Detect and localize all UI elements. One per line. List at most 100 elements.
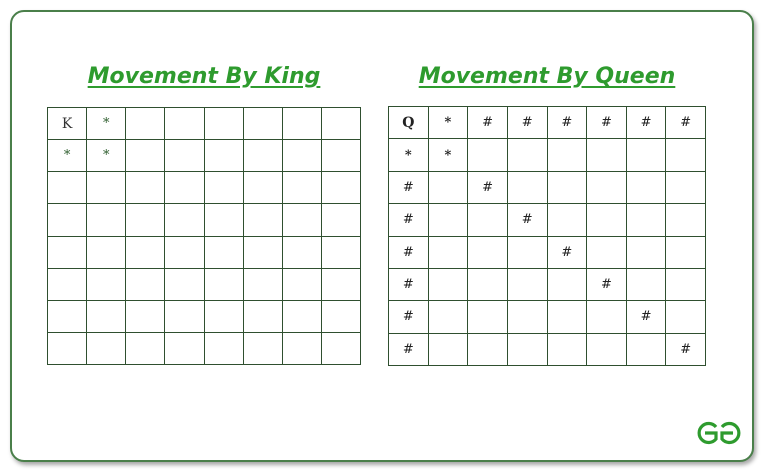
king-board-cell <box>46 299 88 333</box>
king-board-cell <box>320 331 362 366</box>
king-board-cell <box>86 299 127 333</box>
queen-board-cell <box>467 300 508 334</box>
queen-board-cell: # <box>467 170 508 205</box>
king-board-cell <box>125 331 166 366</box>
queen-board-cell: # <box>388 267 429 302</box>
king-board-cell <box>320 106 362 141</box>
queen-board-cell <box>665 235 706 269</box>
king-board-cell <box>320 235 362 269</box>
king-board-row <box>46 203 362 237</box>
queen-board-cell: # <box>586 267 627 302</box>
king-board-row: * * <box>46 139 362 173</box>
queen-board-cell <box>665 267 706 302</box>
king-board-cell <box>242 331 283 366</box>
queen-board-row: Q * # # # # # # <box>388 105 706 140</box>
king-board-cell <box>203 331 244 366</box>
queen-board-cell <box>506 267 548 302</box>
queen-board-cell: Q <box>388 105 429 140</box>
queen-board-cell: # <box>625 300 667 334</box>
queen-board-row: * * <box>388 138 706 172</box>
king-board-cell <box>320 171 362 205</box>
queen-board-cell <box>427 300 469 334</box>
king-board-row <box>46 235 362 269</box>
queen-board-cell <box>586 300 627 334</box>
king-board-cell <box>281 331 322 366</box>
king-board-cell <box>242 106 283 141</box>
queen-board-cell: # <box>467 105 508 140</box>
queen-board-cell: * <box>388 138 429 172</box>
king-board-cell <box>46 267 88 301</box>
queen-board-cell: # <box>506 203 548 237</box>
king-board-cell <box>203 139 244 173</box>
king-board-cell <box>203 267 244 301</box>
queen-board-cell <box>427 267 469 302</box>
queen-title: Movement By Queen <box>418 64 676 89</box>
king-board-cell <box>125 139 166 173</box>
king-board-cell <box>242 299 283 333</box>
king-board-cell <box>281 267 322 301</box>
queen-board-cell: # <box>388 235 429 269</box>
queen-board-row: # # <box>388 235 706 269</box>
king-board-cell <box>46 331 88 366</box>
king-board: K * * * <box>46 106 362 366</box>
king-board-cell <box>164 331 205 366</box>
queen-board-cell <box>427 332 469 367</box>
king-board-cell <box>125 106 166 141</box>
king-board-cell <box>203 299 244 333</box>
queen-board-cell <box>546 300 588 334</box>
queen-board-cell: # <box>665 105 706 140</box>
queen-board-cell <box>665 203 706 237</box>
king-board-cell <box>320 299 362 333</box>
queen-board-cell <box>586 235 627 269</box>
king-board-cell <box>281 139 322 173</box>
king-board-row: K * <box>46 106 362 141</box>
queen-board-cell: # <box>586 105 627 140</box>
king-board-cell <box>46 235 88 269</box>
king-board-cell <box>125 299 166 333</box>
queen-board-cell <box>625 203 667 237</box>
king-board-cell <box>242 139 283 173</box>
king-board-cell <box>46 203 88 237</box>
queen-board-cell <box>625 170 667 205</box>
queen-board-cell: # <box>546 235 588 269</box>
king-board-cell <box>86 331 127 366</box>
king-board-cell: K <box>46 106 88 141</box>
king-board-cell <box>242 171 283 205</box>
king-board-cell <box>203 106 244 141</box>
king-board-cell <box>164 267 205 301</box>
queen-board-cell <box>427 170 469 205</box>
king-board-cell <box>164 139 205 173</box>
queen-board-cell <box>546 170 588 205</box>
queen-board-cell: # <box>388 203 429 237</box>
queen-board-cell <box>506 332 548 367</box>
king-board-cell <box>164 106 205 141</box>
queen-board-cell <box>467 138 508 172</box>
king-board-row <box>46 267 362 301</box>
king-board-cell <box>164 203 205 237</box>
king-board-row <box>46 331 362 366</box>
queen-board-cell: # <box>388 300 429 334</box>
king-board-cell <box>242 235 283 269</box>
queen-board-cell <box>467 235 508 269</box>
king-board-cell <box>164 171 205 205</box>
king-board-cell <box>125 203 166 237</box>
king-board-cell <box>242 203 283 237</box>
queen-board-cell <box>625 267 667 302</box>
king-board-cell: * <box>86 106 127 141</box>
queen-board-cell <box>546 203 588 237</box>
king-board-cell <box>86 171 127 205</box>
queen-board-cell <box>586 138 627 172</box>
queen-board-row: # # <box>388 300 706 334</box>
king-board-cell <box>203 171 244 205</box>
king-board-row <box>46 171 362 205</box>
king-board-cell <box>320 139 362 173</box>
king-board-cell <box>164 235 205 269</box>
queen-board-cell: # <box>546 105 588 140</box>
queen-board: Q * # # # # # # * * # # # # # # # # # # # # <box>388 105 706 367</box>
king-board-cell <box>203 235 244 269</box>
king-board-cell <box>320 203 362 237</box>
queen-board-cell <box>467 267 508 302</box>
king-board-cell <box>125 267 166 301</box>
king-board-cell <box>86 235 127 269</box>
queen-board-cell <box>467 203 508 237</box>
